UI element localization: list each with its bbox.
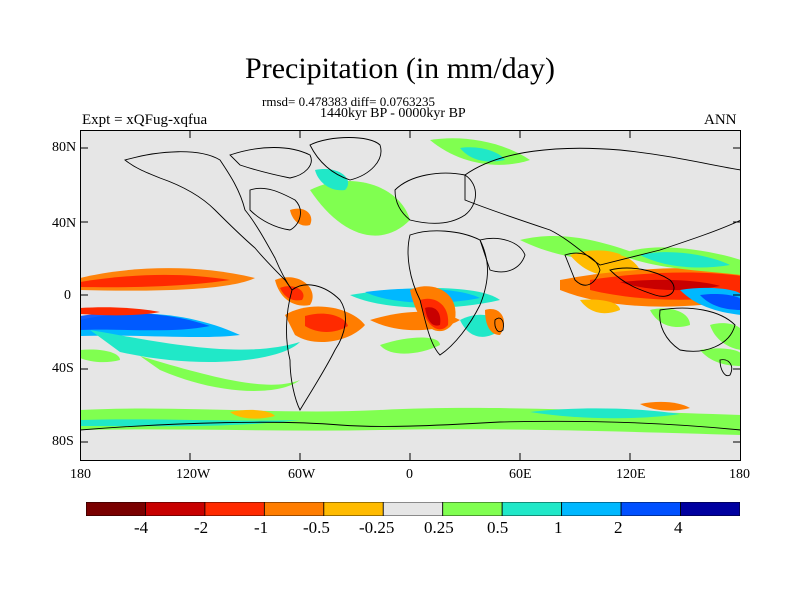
x-tick-label: 120W — [176, 467, 211, 482]
colorbar-swatch — [561, 502, 622, 516]
experiment-label: Expt = xQFug-xqfua — [82, 112, 208, 128]
time-period-label: 1440kyr BP - 0000kyr BP — [320, 106, 466, 121]
colorbar-label: -0.5 — [303, 518, 330, 537]
x-tick-label: 120E — [616, 467, 646, 482]
colorbar-label: -2 — [194, 518, 209, 537]
colorbar-label: 2 — [614, 518, 623, 537]
y-tick-label: 80S — [52, 434, 74, 449]
map-ticks — [80, 130, 741, 461]
colorbar-label: -0.25 — [359, 518, 395, 537]
coastlines — [80, 137, 741, 431]
colorbar-swatch — [263, 502, 325, 516]
season-label: ANN — [704, 112, 737, 128]
y-tick-label: 0 — [64, 288, 71, 303]
x-tick-label: 0 — [406, 467, 413, 482]
y-tick-label: 80N — [52, 140, 77, 155]
precipitation-map — [80, 130, 741, 461]
colorbar-swatch — [620, 502, 681, 516]
colorbar-swatch — [204, 502, 265, 516]
colorbar-swatch — [323, 502, 384, 516]
colorbar-label: 1 — [554, 518, 563, 537]
colorbar-swatch — [680, 502, 740, 516]
rmsd-diff-stats: rmsd= 0.478383 diff= 0.0763235 — [262, 94, 435, 109]
plot-title: Precipitation (in mm/day) — [245, 52, 555, 85]
colorbar-swatch — [442, 502, 503, 516]
x-tick-label: 60E — [509, 467, 532, 482]
x-tick-label: 180 — [70, 467, 91, 482]
colorbar-label: -4 — [134, 518, 149, 537]
colorbar-swatch — [501, 502, 563, 516]
x-tick-label: 60W — [288, 467, 316, 482]
colorbar-label: 0.5 — [487, 518, 509, 537]
y-tick-label: 40N — [52, 216, 77, 231]
y-tick-label: 40S — [52, 361, 74, 376]
colorbar-label: 0.25 — [424, 518, 454, 537]
colorbar — [86, 502, 740, 516]
x-tick-label: 180 — [729, 467, 750, 482]
colorbar-swatch — [145, 502, 206, 516]
colorbar-label: -1 — [254, 518, 269, 537]
colorbar-swatch — [86, 502, 146, 516]
colorbar-label: 4 — [674, 518, 683, 537]
anomaly-field — [80, 138, 741, 435]
colorbar-swatch — [382, 502, 444, 516]
